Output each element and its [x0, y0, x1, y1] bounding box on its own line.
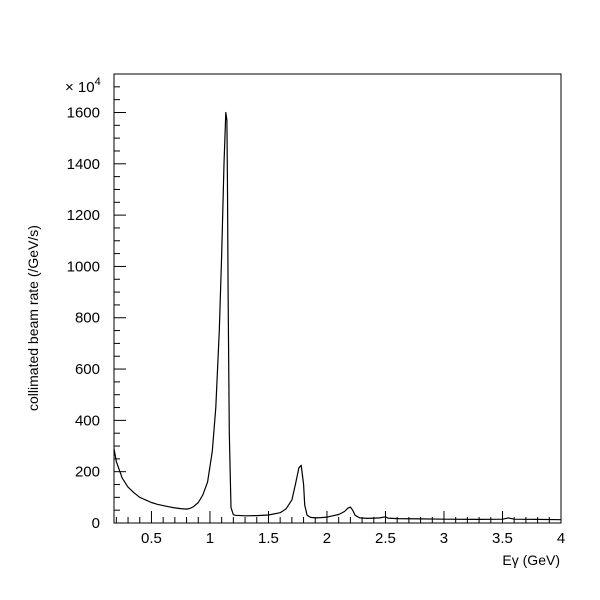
x-tick-label: 2: [323, 530, 331, 547]
x-tick-label: 0.5: [141, 530, 162, 547]
y-tick-label: 800: [75, 310, 100, 327]
y-axis-label: collimated beam rate (/GeV/s): [25, 225, 41, 411]
plot-area: [113, 73, 562, 524]
y-tick-label: 1400: [67, 156, 100, 173]
y-tick-label: 600: [75, 361, 100, 378]
x-tick-label: 3: [440, 530, 448, 547]
x-tick-label: 2.5: [375, 530, 396, 547]
y-tick-label: 0: [92, 515, 100, 532]
y-tick-label: 1200: [67, 207, 100, 224]
plot-frame: [113, 73, 562, 524]
x-axis: 0.5 1 1.5 2 2.5 3 3.5 4: [115, 511, 565, 547]
x-tick-label: 1.5: [258, 530, 279, 547]
y-tick-label: 1600: [67, 104, 100, 121]
x-tick-label: 3.5: [492, 530, 513, 547]
x-tick-label: 4: [557, 530, 565, 547]
x-axis-label: Eγ (GeV): [502, 552, 560, 568]
x-tick-label: 1: [206, 530, 214, 547]
y-tick-label: 400: [75, 412, 100, 429]
series-line: [113, 111, 562, 521]
y-tick-label: 1000: [67, 258, 100, 275]
y-axis: 0 200 400 600 800 1000 1200 1400 1600: [67, 86, 126, 532]
y-axis-multiplier: × 104: [65, 76, 101, 96]
y-tick-label: 200: [75, 464, 100, 481]
